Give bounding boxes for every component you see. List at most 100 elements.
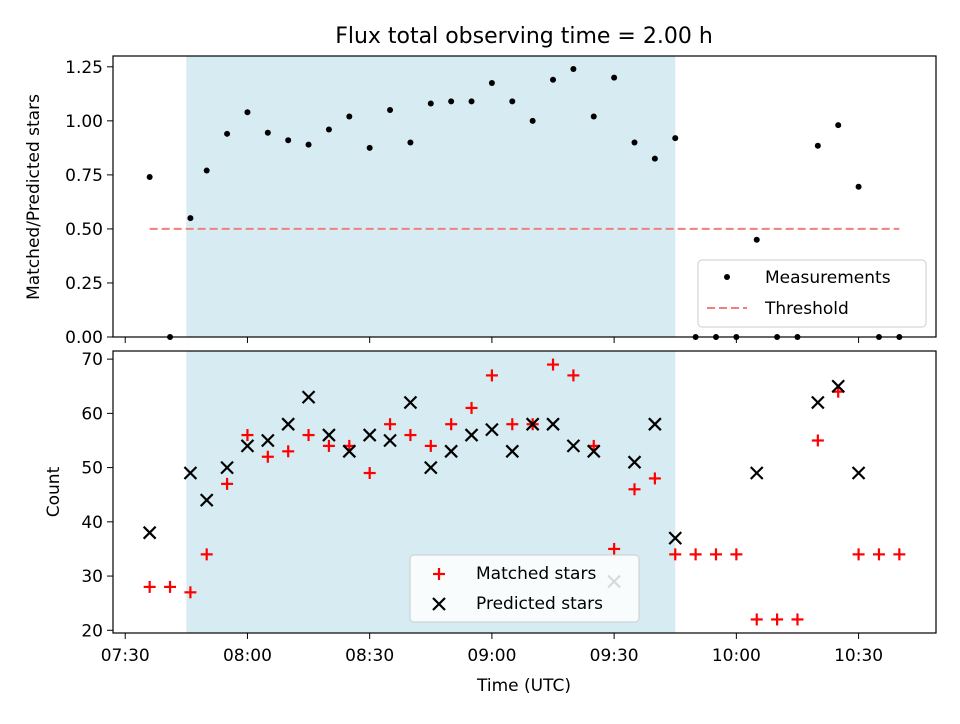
predicted-star-point bbox=[505, 444, 520, 459]
measurement-point bbox=[814, 142, 821, 149]
matched-star-point bbox=[750, 613, 763, 626]
matched-star-point bbox=[852, 548, 865, 561]
measurement-point bbox=[264, 129, 271, 136]
bottom-plot-frame bbox=[112, 350, 937, 634]
measurement-point bbox=[305, 141, 312, 148]
legend-measurements-marker bbox=[724, 274, 730, 280]
predicted-star-point bbox=[362, 428, 377, 442]
predicted-star-point bbox=[627, 455, 642, 469]
predicted-star-point bbox=[342, 444, 357, 459]
measurement-point bbox=[325, 126, 332, 133]
measurement-point bbox=[672, 135, 679, 142]
matched-star-point bbox=[485, 369, 498, 382]
top-plot-frame bbox=[112, 55, 937, 338]
bottom-y-axis-label: Count bbox=[44, 466, 64, 517]
bottom-y-tick-label: 60 bbox=[81, 404, 103, 424]
x-tick-label: 07:30 bbox=[101, 646, 150, 666]
measurement-point bbox=[631, 139, 638, 146]
matched-star-point bbox=[200, 548, 213, 561]
top-legend-box bbox=[697, 259, 927, 328]
predicted-star-point bbox=[668, 531, 683, 545]
measurement-point bbox=[550, 76, 557, 83]
predicted-star-point bbox=[424, 460, 438, 475]
matched-star-point bbox=[302, 429, 315, 442]
top-y-axis-label: Matched/Predicted stars bbox=[24, 94, 44, 300]
predicted-star-point bbox=[464, 428, 479, 442]
predicted-star-point bbox=[261, 433, 275, 448]
predicted-star-point bbox=[281, 417, 295, 431]
bottom-y-tick-label: 20 bbox=[81, 621, 103, 641]
legend-matched-label: Matched stars bbox=[476, 564, 596, 584]
bottom-y-tick-label: 50 bbox=[81, 459, 103, 479]
bottom-legend-box bbox=[409, 554, 640, 623]
predicted-star-point bbox=[383, 433, 397, 448]
matched-star-point bbox=[730, 548, 743, 561]
top-y-tick-label: 0.00 bbox=[65, 328, 103, 348]
measurement-point bbox=[203, 167, 210, 174]
legend-matched-marker bbox=[433, 568, 445, 580]
matched-star-point bbox=[184, 586, 197, 599]
x-tick-label: 08:00 bbox=[223, 646, 272, 666]
matched-star-point bbox=[893, 548, 906, 561]
x-tick-label: 09:00 bbox=[467, 646, 516, 666]
predicted-star-point bbox=[183, 466, 198, 480]
matched-star-point bbox=[771, 613, 784, 626]
matched-star-point bbox=[648, 472, 661, 485]
matched-star-point bbox=[241, 429, 254, 442]
measurement-point bbox=[346, 113, 353, 120]
top-y-tick-label: 1.00 bbox=[65, 112, 103, 132]
predicted-star-point bbox=[749, 466, 764, 480]
measurement-point bbox=[146, 174, 153, 181]
legend-predicted-marker bbox=[432, 597, 446, 611]
matched-star-point bbox=[872, 548, 885, 561]
matched-star-point bbox=[322, 439, 335, 452]
measurement-point bbox=[651, 155, 658, 162]
predicted-star-point bbox=[322, 428, 336, 442]
matched-star-point bbox=[164, 580, 177, 593]
matched-star-point bbox=[143, 580, 156, 593]
matched-star-point bbox=[282, 445, 295, 458]
bottom-legend: Matched stars Predicted stars bbox=[409, 554, 640, 623]
measurement-point bbox=[855, 183, 862, 190]
measurement-point bbox=[187, 215, 194, 222]
predicted-star-point bbox=[240, 439, 255, 453]
top-y-tick-label: 0.75 bbox=[65, 166, 103, 186]
matched-star-point bbox=[363, 467, 376, 480]
measurement-point bbox=[285, 137, 292, 144]
matched-star-point bbox=[669, 548, 682, 561]
measurement-point bbox=[529, 117, 536, 124]
x-axis-label: Time (UTC) bbox=[476, 676, 571, 696]
predicted-star-point bbox=[648, 417, 662, 431]
matched-star-point bbox=[404, 429, 417, 442]
matched-star-point bbox=[608, 542, 621, 555]
matched-star-point bbox=[628, 483, 641, 496]
predicted-star-point bbox=[199, 493, 214, 507]
bottom-y-tick-label: 70 bbox=[81, 350, 103, 370]
predicted-star-point bbox=[444, 444, 458, 459]
measurement-point bbox=[366, 144, 373, 151]
measurement-point bbox=[488, 80, 495, 87]
top-y-tick-label: 0.50 bbox=[65, 220, 103, 240]
matched-star-point bbox=[709, 548, 722, 561]
top-panel: 0.00 0.25 0.50 0.75 1.00 1.25 Matched/Predict… bbox=[24, 55, 937, 348]
top-highlight-span bbox=[186, 56, 676, 337]
measurement-point bbox=[835, 122, 842, 129]
predicted-star-point bbox=[851, 466, 866, 480]
matched-star-point bbox=[567, 369, 580, 382]
bottom-y-tick-label: 30 bbox=[81, 567, 103, 587]
measurement-point bbox=[387, 107, 394, 114]
measurement-point bbox=[611, 74, 618, 81]
matched-star-point bbox=[791, 613, 804, 626]
predicted-star-point bbox=[485, 422, 499, 437]
x-tick-label: 09:30 bbox=[590, 646, 639, 666]
matched-star-point bbox=[424, 439, 437, 452]
measurement-point bbox=[590, 113, 597, 120]
measurement-point bbox=[753, 236, 760, 243]
measurement-point bbox=[244, 109, 251, 116]
predicted-star-point bbox=[586, 444, 601, 459]
bottom-y-tick-label: 40 bbox=[81, 513, 103, 533]
top-legend: Measurements Threshold bbox=[697, 259, 927, 328]
top-y-tick-label: 0.25 bbox=[65, 274, 103, 294]
predicted-star-point bbox=[546, 417, 560, 431]
